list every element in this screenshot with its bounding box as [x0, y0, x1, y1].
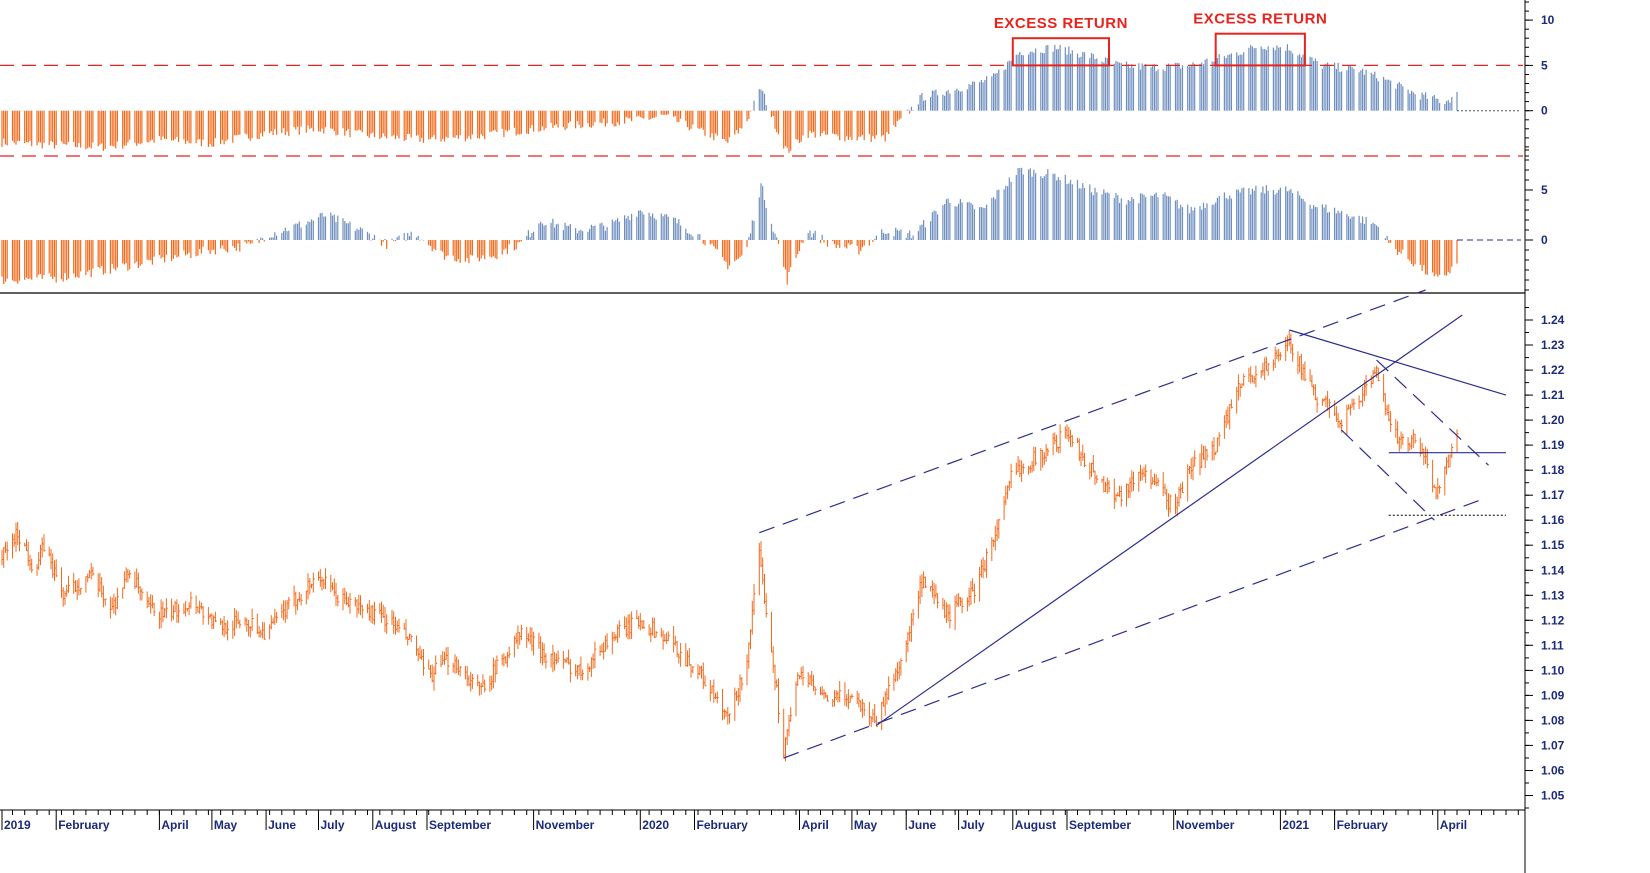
trendline-2: [876, 314, 1463, 726]
top-axis-tick-label-1: 5: [1541, 58, 1548, 72]
trendline-3: [1289, 329, 1507, 396]
x-tick-label-3: May: [214, 818, 238, 832]
middle-oscillator-panel: [1, 167, 1521, 285]
right-value-axis: 0 5 10 0 5 1.05 1.06 1.07 1.08 1.09 1.10 1.11 1.12 1.…: [1524, 0, 1565, 873]
price-axis-tick-label-13: 1.18: [1541, 463, 1565, 477]
price-axis-tick-label-10: 1.15: [1541, 538, 1565, 552]
price-axis-tick-label-12: 1.17: [1541, 488, 1565, 502]
trendline-4: [1376, 359, 1489, 466]
price-axis-tick-label-0: 1.05: [1541, 789, 1565, 803]
price-axis-tick-label-6: 1.11: [1541, 638, 1564, 652]
price-axis-tick-label-15: 1.20: [1541, 413, 1565, 427]
excess-return-label-0: EXCESS RETURN: [994, 15, 1128, 32]
price-panel: [1, 289, 1507, 762]
x-tick-label-4: June: [268, 818, 296, 832]
x-tick-label-1: February: [58, 818, 110, 832]
top-axis-tick-label-0: 0: [1541, 104, 1548, 118]
x-tick-label-18: 2021: [1282, 818, 1309, 832]
mid-axis-tick-label-1: 5: [1541, 183, 1548, 197]
x-tick-label-0: 2019: [4, 818, 31, 832]
x-tick-label-11: April: [802, 818, 829, 832]
x-tick-label-7: September: [429, 818, 491, 832]
x-tick-label-19: February: [1337, 818, 1389, 832]
price-axis-tick-label-18: 1.23: [1541, 338, 1565, 352]
x-tick-label-20: April: [1440, 818, 1467, 832]
price-axis-tick-label-16: 1.21: [1541, 388, 1565, 402]
x-tick-label-14: July: [961, 818, 985, 832]
x-tick-label-5: July: [321, 818, 345, 832]
top-oscillator-panel: [0, 44, 1523, 157]
mid-axis-tick-label-0: 0: [1541, 233, 1548, 247]
x-tick-label-10: February: [697, 818, 749, 832]
price-axis-tick-label-5: 1.10: [1541, 663, 1565, 677]
bottom-date-axis: 2019 February April May June July August Septem…: [0, 809, 1525, 832]
annotations: EXCESS RETURN EXCESS RETURN: [994, 11, 1327, 67]
trendline-5: [1341, 429, 1435, 521]
x-tick-label-6: August: [375, 818, 416, 832]
x-tick-label-2: April: [161, 818, 188, 832]
x-tick-label-13: June: [908, 818, 936, 832]
excess-return-label-1: EXCESS RETURN: [1193, 11, 1327, 28]
excess-return-box-1: [1214, 32, 1306, 67]
price-axis-tick-label-1: 1.06: [1541, 764, 1565, 778]
price-axis-tick-label-2: 1.07: [1541, 738, 1565, 752]
x-tick-label-9: 2020: [642, 818, 669, 832]
trendline-0: [759, 289, 1426, 534]
x-tick-label-12: May: [854, 818, 878, 832]
x-tick-label-8: November: [536, 818, 595, 832]
price-axis-tick-label-11: 1.16: [1541, 513, 1565, 527]
x-tick-label-17: November: [1176, 818, 1235, 832]
x-tick-label-15: August: [1015, 818, 1056, 832]
price-axis-tick-label-9: 1.14: [1541, 563, 1565, 577]
price-axis-tick-label-3: 1.08: [1541, 713, 1565, 727]
price-axis-tick-label-4: 1.09: [1541, 688, 1565, 702]
price-axis-tick-label-19: 1.24: [1541, 313, 1565, 327]
price-axis-tick-label-8: 1.13: [1541, 588, 1565, 602]
price-axis-tick-label-7: 1.12: [1541, 613, 1565, 627]
x-tick-label-16: September: [1069, 818, 1131, 832]
price-axis-tick-label-14: 1.19: [1541, 438, 1565, 452]
top-axis-tick-label-2: 10: [1541, 13, 1555, 27]
excess-return-box-0: [1011, 37, 1110, 67]
price-axis-tick-label-17: 1.22: [1541, 363, 1565, 377]
